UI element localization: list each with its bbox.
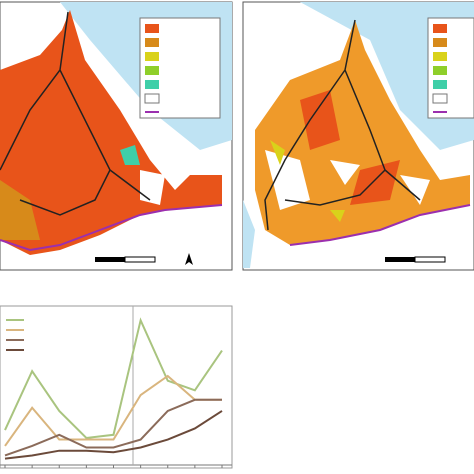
map-left xyxy=(0,1,233,271)
scale-bar xyxy=(95,257,125,262)
map-region xyxy=(270,140,345,222)
legend-swatches xyxy=(144,24,160,113)
series-line xyxy=(4,374,222,447)
swatch xyxy=(145,52,159,61)
swatch xyxy=(432,93,448,104)
map-region xyxy=(0,180,40,240)
map-region xyxy=(120,145,140,165)
scale-bar xyxy=(385,257,415,262)
series-line xyxy=(4,398,222,457)
swatch xyxy=(145,66,159,75)
map-region xyxy=(300,90,400,205)
swatch xyxy=(145,80,159,89)
road xyxy=(264,19,421,231)
legend-swatches xyxy=(432,24,448,113)
chart-frame xyxy=(0,305,233,469)
line-chart xyxy=(0,306,232,468)
scale-bar xyxy=(414,256,446,263)
map-right xyxy=(242,1,474,271)
swatch xyxy=(144,93,160,104)
boundary xyxy=(289,204,471,246)
swatch xyxy=(433,66,447,75)
swatch xyxy=(145,24,159,33)
series-line xyxy=(4,410,223,460)
swatch xyxy=(433,38,447,47)
map-region xyxy=(265,150,430,210)
swatch xyxy=(145,38,159,47)
series-line xyxy=(4,317,223,440)
north-arrow xyxy=(185,253,193,265)
map-region xyxy=(0,10,222,255)
road xyxy=(0,11,151,216)
swatch xyxy=(433,24,447,33)
swatch xyxy=(433,52,447,61)
sea xyxy=(243,2,474,268)
scale-bar xyxy=(124,256,156,263)
boundary xyxy=(0,204,223,252)
swatch xyxy=(433,80,447,89)
